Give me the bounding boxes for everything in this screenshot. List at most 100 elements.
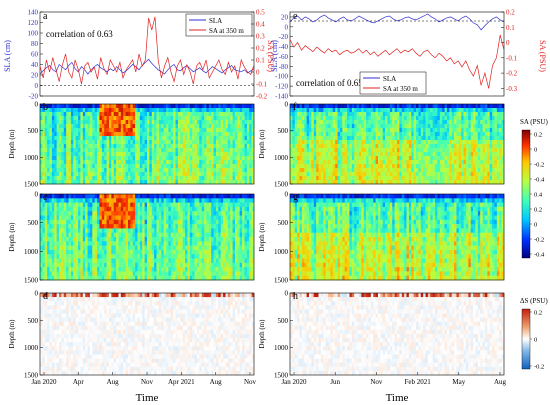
panel-b: Depth (m) 0 500 1000 1500 [8,101,255,189]
panel-e-left-ytick: -40 [279,43,289,51]
panel-e-left-ytick: -60 [279,53,289,61]
ytick-g: 1000 [274,248,289,256]
ytick-c: 0 [35,191,39,199]
colorbar-tick: 0 [534,222,537,229]
colorbar-ds: ΔS (PSU) 0.2 0 -0.2 [520,297,548,371]
xtick: Apr 2021 [168,378,195,386]
panel-a-right-ytick: 0.5 [256,9,265,17]
ylabel-g: Depth (m) [258,222,266,252]
panel-d-cells [40,293,255,376]
ytick-h: 1000 [274,344,289,352]
panel-d: Depth (m) 0 500 1000 1500 [8,290,255,380]
panel-a-left-ytick: 20 [31,72,39,80]
colorbar-tick: -0.2 [534,162,544,169]
ytick-b: 500 [28,127,39,135]
xtick: Jun [330,378,340,386]
panel-label-d: d [43,291,48,302]
panel-e-series-sa-line [290,34,504,89]
panel-label-e: e [293,11,298,22]
panel-label-f: f [293,102,297,113]
ylabel-left-e: SLA (cm) [270,40,279,72]
ytick-d: 0 [35,290,39,298]
panel-e: e correlation of 0.65 SLA SA at 350 m SL… [270,9,547,101]
panel-label-b: b [43,102,48,113]
panel-c: Depth (m) 0 500 1000 1500 [8,191,255,285]
panel-e-right-ytick: -0.2 [506,70,518,78]
panel-label-a: a [43,11,48,22]
panel-h: Depth (m) 0 500 1000 1500 [258,290,505,380]
panel-e-left-ytick: -140 [275,93,288,101]
ylabel-right-e: SA (PSU) [538,40,547,72]
panel-a-right-ytick: 0 [256,69,260,77]
xtick: Aug [210,378,223,386]
ytick-f: 1500 [274,181,289,189]
panel-b-cells [40,104,255,185]
panel-label-h: h [293,291,298,302]
legend-a: SLA SA at 350 m [185,13,253,37]
panel-h-cells [290,293,505,376]
panel-e-left-ytick: -80 [279,63,289,71]
xtick: Nov [244,378,257,386]
ytick-b: 0 [35,101,39,109]
ytick-b: 1000 [24,154,39,162]
panel-e-right-ytick: 0 [506,39,510,47]
ylabel-c: Depth (m) [8,222,16,252]
colorbar-tick: -0.2 [534,237,544,244]
ylabel-left-a: SLA (cm) [3,40,12,72]
colorbar-tick: -0.4 [534,252,545,259]
panel-a-right-ytick: 0.4 [256,21,265,29]
colorbar-tick: -0.2 [534,364,544,371]
panel-a-right-ytick: -0.1 [256,81,268,89]
ytick-d: 1000 [24,344,39,352]
colorbar-tick: -0.4 [534,177,545,184]
ytick-h: 0 [285,290,289,298]
legend-e-sla: SLA [383,75,396,83]
panel-a-left-ytick: 100 [28,30,39,38]
xtick: Aug [494,378,507,386]
xtick: Nov [141,378,154,386]
xtick: Aug [107,378,120,386]
panel-a: a correlation of 0.63 SLA SA at 350 m SL… [3,9,275,101]
panel-a-left-ytick: 40 [31,61,39,69]
xtick: May [452,378,465,386]
ytick-d: 500 [28,317,39,325]
ytick-h: 1500 [274,372,289,380]
ylabel-h: Depth (m) [258,319,266,349]
ytick-f: 0 [285,101,289,109]
panel-e-series-sla-line [290,13,504,31]
panel-a-left-ytick: 120 [28,19,39,27]
panel-a-left-ytick: -20 [29,93,39,101]
panel-e-right-ytick: -0.1 [506,54,518,62]
xtick: Nov [370,378,383,386]
ytick-f: 1000 [274,154,289,162]
ylabel-b: Depth (m) [8,129,16,159]
panel-a-left-ytick: 60 [31,51,39,59]
ytick-g: 0 [285,191,289,199]
ytick-c: 1000 [24,248,39,256]
panel-g-cells [290,194,505,281]
panel-e-right-ytick: 0.2 [506,9,515,17]
colorbar-tick: 0.2 [534,310,542,317]
panel-a-right-ytick: 0.3 [256,33,265,41]
xtick: Feb 2021 [404,378,431,386]
colorbar-tick: 0.2 [534,207,542,214]
panel-f: Depth (m) 0 500 1000 1500 [258,101,505,189]
panel-a-left-ytick: 0 [35,82,39,90]
panel-a-right-ytick: 0.2 [256,45,265,53]
ytick-g: 500 [278,219,289,227]
correlation-annotation-e: correlation of 0.65 [296,78,363,88]
xlabel-right: Time [386,392,409,404]
colorbar-sa-label: SA (PSU) [520,118,548,126]
panel-e-left-ytick: -20 [279,33,289,41]
panel-label-g: g [293,192,298,203]
xtick: Jan 2020 [281,378,307,386]
colorbar-tick: 0 [534,337,537,344]
correlation-annotation-a: correlation of 0.63 [46,29,113,39]
ytick-h: 500 [278,317,289,325]
ytick-c: 500 [28,219,39,227]
panel-f-cells [290,104,505,185]
panel-a-right-ytick: -0.2 [256,93,268,101]
colorbar-tick: 0.4 [534,192,543,199]
legend-a-sla: SLA [209,17,222,25]
